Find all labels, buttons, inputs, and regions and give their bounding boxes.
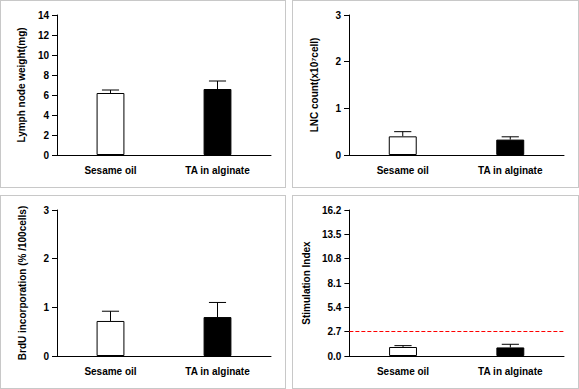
svg-text:0: 0 xyxy=(335,150,341,161)
svg-text:16.2: 16.2 xyxy=(322,205,342,216)
svg-text:14: 14 xyxy=(38,10,50,21)
svg-text:Sesame oil: Sesame oil xyxy=(84,165,136,176)
svg-text:1: 1 xyxy=(335,103,341,114)
svg-text:LNC count(x10⁷cell): LNC count(x10⁷cell) xyxy=(309,38,320,133)
svg-text:1: 1 xyxy=(43,302,49,313)
svg-text:13.5: 13.5 xyxy=(322,229,342,240)
svg-text:2: 2 xyxy=(43,130,49,141)
svg-text:Sesame oil: Sesame oil xyxy=(377,366,429,377)
svg-text:8.1: 8.1 xyxy=(327,278,341,289)
svg-text:Lymph node weight(mg): Lymph node weight(mg) xyxy=(16,27,27,142)
svg-text:BrdU incorporation (% /100cell: BrdU incorporation (% /100cells) xyxy=(17,206,28,360)
svg-text:TA in alginate: TA in alginate xyxy=(478,366,543,377)
svg-text:8: 8 xyxy=(43,70,49,81)
svg-text:Sesame oil: Sesame oil xyxy=(84,366,136,377)
svg-text:4: 4 xyxy=(43,110,49,121)
svg-text:3: 3 xyxy=(335,10,341,21)
svg-text:TA in alginate: TA in alginate xyxy=(185,165,250,176)
svg-text:2.7: 2.7 xyxy=(327,326,341,337)
svg-text:3: 3 xyxy=(43,205,49,216)
svg-text:6: 6 xyxy=(43,90,49,101)
svg-text:TA in alginate: TA in alginate xyxy=(478,165,543,176)
svg-text:2: 2 xyxy=(43,253,49,264)
svg-text:12: 12 xyxy=(38,30,50,41)
svg-text:Stimulation Index: Stimulation Index xyxy=(301,241,312,325)
svg-text:5.4: 5.4 xyxy=(327,302,341,313)
svg-text:0.0: 0.0 xyxy=(327,351,341,362)
svg-text:10.8: 10.8 xyxy=(322,253,342,264)
svg-text:0: 0 xyxy=(43,351,49,362)
svg-text:Sesame oil: Sesame oil xyxy=(377,165,429,176)
svg-text:0: 0 xyxy=(43,150,49,161)
svg-text:10: 10 xyxy=(38,50,50,61)
svg-text:TA in alginate: TA in alginate xyxy=(185,366,250,377)
svg-text:2: 2 xyxy=(335,56,341,67)
